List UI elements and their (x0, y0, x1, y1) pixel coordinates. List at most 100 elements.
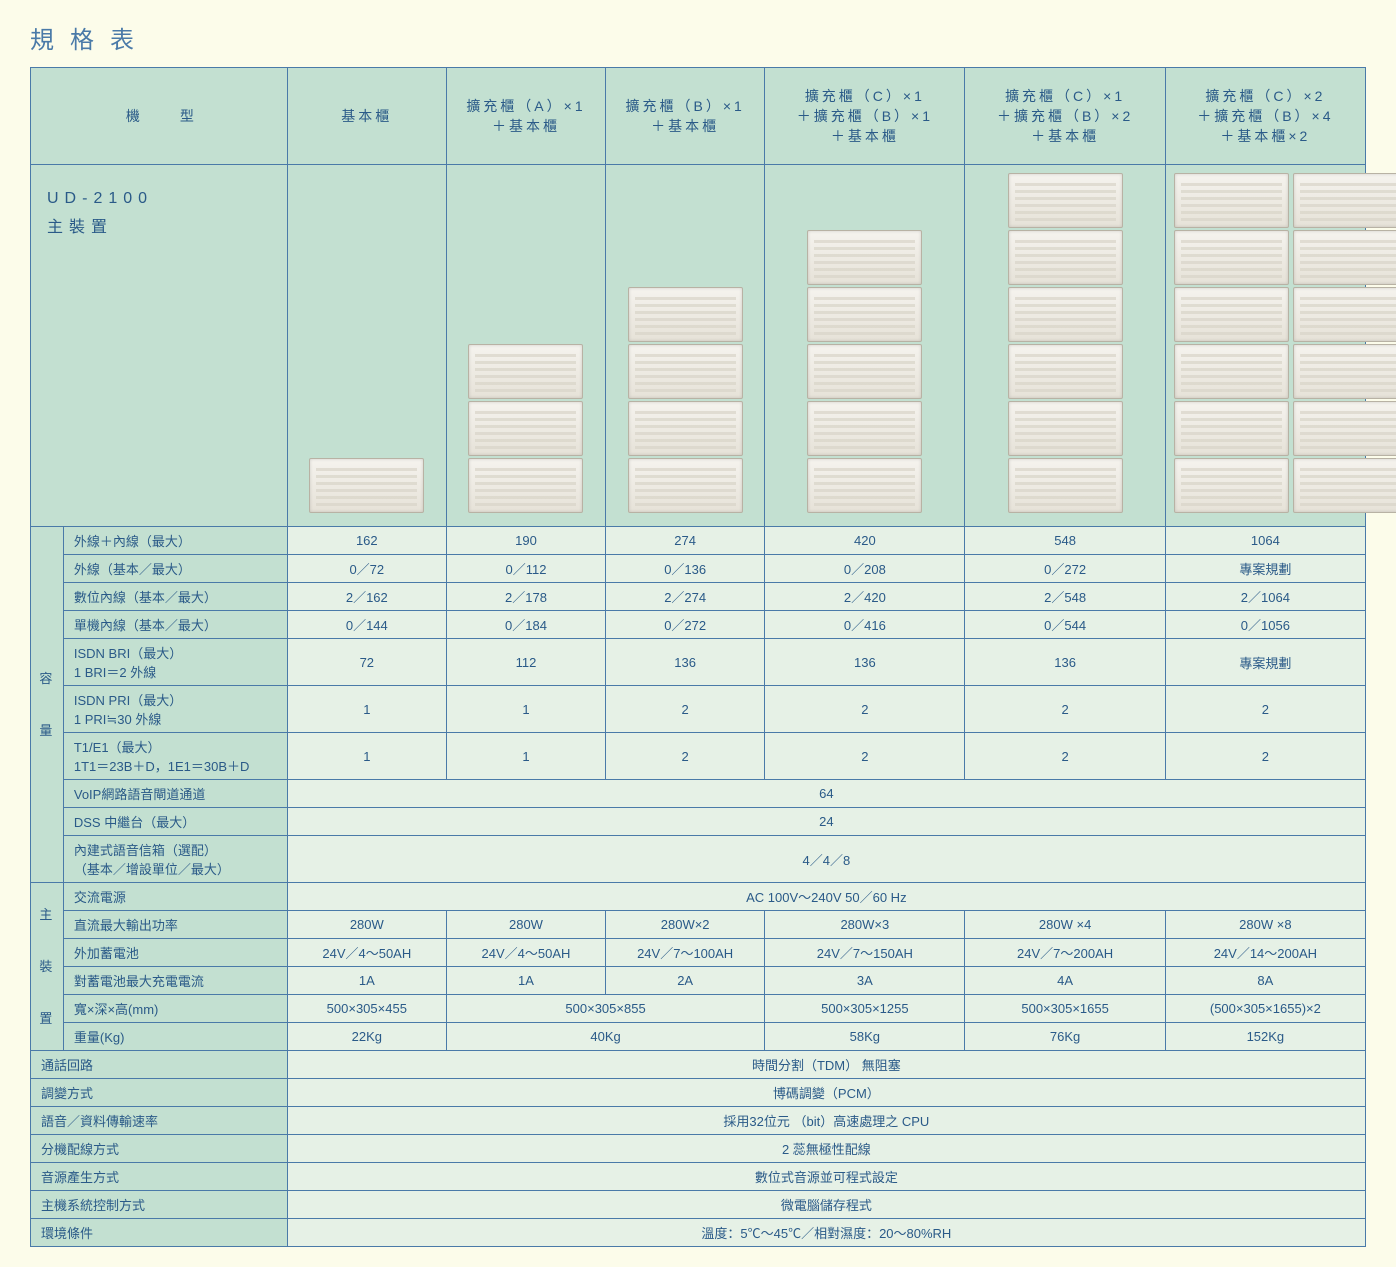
table-cell: 外線＋內線（最大） (63, 527, 287, 555)
table-cell: 2 (606, 733, 765, 780)
table-cell: 0／112 (446, 555, 605, 583)
table-cell: 1 (287, 733, 446, 780)
table-cell: 2A (606, 967, 765, 995)
table-cell: 280W (446, 911, 605, 939)
header-model: 機型 (31, 68, 288, 165)
table-cell: 交流電源 (63, 883, 287, 911)
table-cell: 24V／7～100AH (606, 939, 765, 967)
table-cell: 1 (287, 686, 446, 733)
table-row: 語音／資料傳輸速率採用32位元 （bit）高速處理之 CPU (31, 1107, 1366, 1135)
table-cell: 調變方式 (31, 1079, 288, 1107)
table-cell: 0／544 (965, 611, 1165, 639)
table-cell: 152Kg (1165, 1023, 1365, 1051)
table-cell: 音源產生方式 (31, 1163, 288, 1191)
header-c1: 基本櫃 (287, 68, 446, 165)
main-group-label: 主 裝 置 (31, 883, 64, 1051)
table-cell: 2／162 (287, 583, 446, 611)
table-cell: 548 (965, 527, 1165, 555)
table-cell: 2 (1165, 686, 1365, 733)
table-cell: 280W×3 (765, 911, 965, 939)
table-cell: 2 (606, 686, 765, 733)
table-row: 音源產生方式數位式音源並可程式設定 (31, 1163, 1366, 1191)
capacity-group-label: 容 量 (31, 527, 64, 883)
table-cell: 內建式語音信箱（選配） （基本／增設單位／最大） (63, 836, 287, 883)
table-cell: 2／420 (765, 583, 965, 611)
table-cell: 1A (446, 967, 605, 995)
table-cell: 72 (287, 639, 446, 686)
table-cell: AC 100V～240V 50／60 Hz (287, 883, 1365, 911)
table-cell: 2 (1165, 733, 1365, 780)
table-row: 通話回路時間分割（TDM） 無阻塞 (31, 1051, 1366, 1079)
table-cell: 40Kg (446, 1023, 764, 1051)
cabinet-img-c4 (765, 165, 965, 527)
table-cell: 0／72 (287, 555, 446, 583)
table-cell: 2／548 (965, 583, 1165, 611)
table-row: 分機配線方式2 蕊無極性配線 (31, 1135, 1366, 1163)
table-cell: 22Kg (287, 1023, 446, 1051)
table-cell: 0／272 (965, 555, 1165, 583)
header-c5: 擴充櫃（C）×1 ＋擴充櫃（B）×2 ＋基本櫃 (965, 68, 1165, 165)
table-cell: 24V／7～150AH (765, 939, 965, 967)
table-row: VoIP網路語音閘道通道64 (31, 780, 1366, 808)
table-cell: 500×305×455 (287, 995, 446, 1023)
table-cell: 專案規劃 (1165, 639, 1365, 686)
unit-image-row: UD-2100 主裝置 (31, 165, 1366, 527)
table-row: 主 裝 置交流電源AC 100V～240V 50／60 Hz (31, 883, 1366, 911)
table-row: 重量(Kg)22Kg40Kg58Kg76Kg152Kg (31, 1023, 1366, 1051)
table-cell: 112 (446, 639, 605, 686)
cabinet-img-c5 (965, 165, 1165, 527)
table-cell: 2 (765, 686, 965, 733)
table-cell: 24V／7～200AH (965, 939, 1165, 967)
table-cell: 500×305×855 (446, 995, 764, 1023)
table-cell: 190 (446, 527, 605, 555)
table-cell: 24V／4～50AH (287, 939, 446, 967)
table-cell: 重量(Kg) (63, 1023, 287, 1051)
table-cell: 主機系統控制方式 (31, 1191, 288, 1219)
header-c2: 擴充櫃（A）×1 ＋基本櫃 (446, 68, 605, 165)
table-cell: 語音／資料傳輸速率 (31, 1107, 288, 1135)
table-row: 單機內線（基本／最大）0／1440／1840／2720／4160／5440／10… (31, 611, 1366, 639)
table-cell: 2 (965, 686, 1165, 733)
table-cell: 274 (606, 527, 765, 555)
table-cell: 1064 (1165, 527, 1365, 555)
table-cell: 3A (765, 967, 965, 995)
table-cell: 外線（基本／最大） (63, 555, 287, 583)
table-cell: 136 (965, 639, 1165, 686)
header-c4: 擴充櫃（C）×1 ＋擴充櫃（B）×1 ＋基本櫃 (765, 68, 965, 165)
table-cell: 數位內線（基本／最大） (63, 583, 287, 611)
table-cell: (500×305×1655)×2 (1165, 995, 1365, 1023)
table-cell: 162 (287, 527, 446, 555)
table-row: DSS 中繼台（最大）24 (31, 808, 1366, 836)
header-c6: 擴充櫃（C）×2 ＋擴充櫃（B）×4 ＋基本櫃×2 (1165, 68, 1365, 165)
table-cell: 採用32位元 （bit）高速處理之 CPU (287, 1107, 1365, 1135)
table-cell: 58Kg (765, 1023, 965, 1051)
table-cell: 2 (765, 733, 965, 780)
table-cell: 8A (1165, 967, 1365, 995)
table-cell: 280W ×4 (965, 911, 1165, 939)
table-cell: ISDN BRI（最大） 1 BRI＝2 外線 (63, 639, 287, 686)
table-cell: 0／184 (446, 611, 605, 639)
table-cell: 2／178 (446, 583, 605, 611)
table-cell: 寬×深×高(mm) (63, 995, 287, 1023)
table-cell: 136 (765, 639, 965, 686)
table-row: 容 量外線＋內線（最大）1621902744205481064 (31, 527, 1366, 555)
table-cell: 通話回路 (31, 1051, 288, 1079)
table-row: 數位內線（基本／最大）2／1622／1782／2742／4202／5482／10… (31, 583, 1366, 611)
table-cell: 4／4／8 (287, 836, 1365, 883)
table-cell: 0／1056 (1165, 611, 1365, 639)
table-cell: 2／1064 (1165, 583, 1365, 611)
table-cell: 博碼調變（PCM） (287, 1079, 1365, 1107)
table-row: 主機系統控制方式微電腦儲存程式 (31, 1191, 1366, 1219)
table-cell: 280W (287, 911, 446, 939)
table-cell: 0／272 (606, 611, 765, 639)
cabinet-img-c3 (606, 165, 765, 527)
cabinet-img-c2 (446, 165, 605, 527)
unit-label: UD-2100 主裝置 (31, 165, 288, 527)
table-cell: DSS 中繼台（最大） (63, 808, 287, 836)
cabinet-img-c1 (287, 165, 446, 527)
table-row: 寬×深×高(mm)500×305×455500×305×855500×305×1… (31, 995, 1366, 1023)
table-cell: 1 (446, 686, 605, 733)
table-row: 直流最大輸出功率280W280W280W×2280W×3280W ×4280W … (31, 911, 1366, 939)
table-row: 環境條件溫度：5℃～45℃／相對濕度：20～80%RH (31, 1219, 1366, 1247)
table-cell: 0／144 (287, 611, 446, 639)
